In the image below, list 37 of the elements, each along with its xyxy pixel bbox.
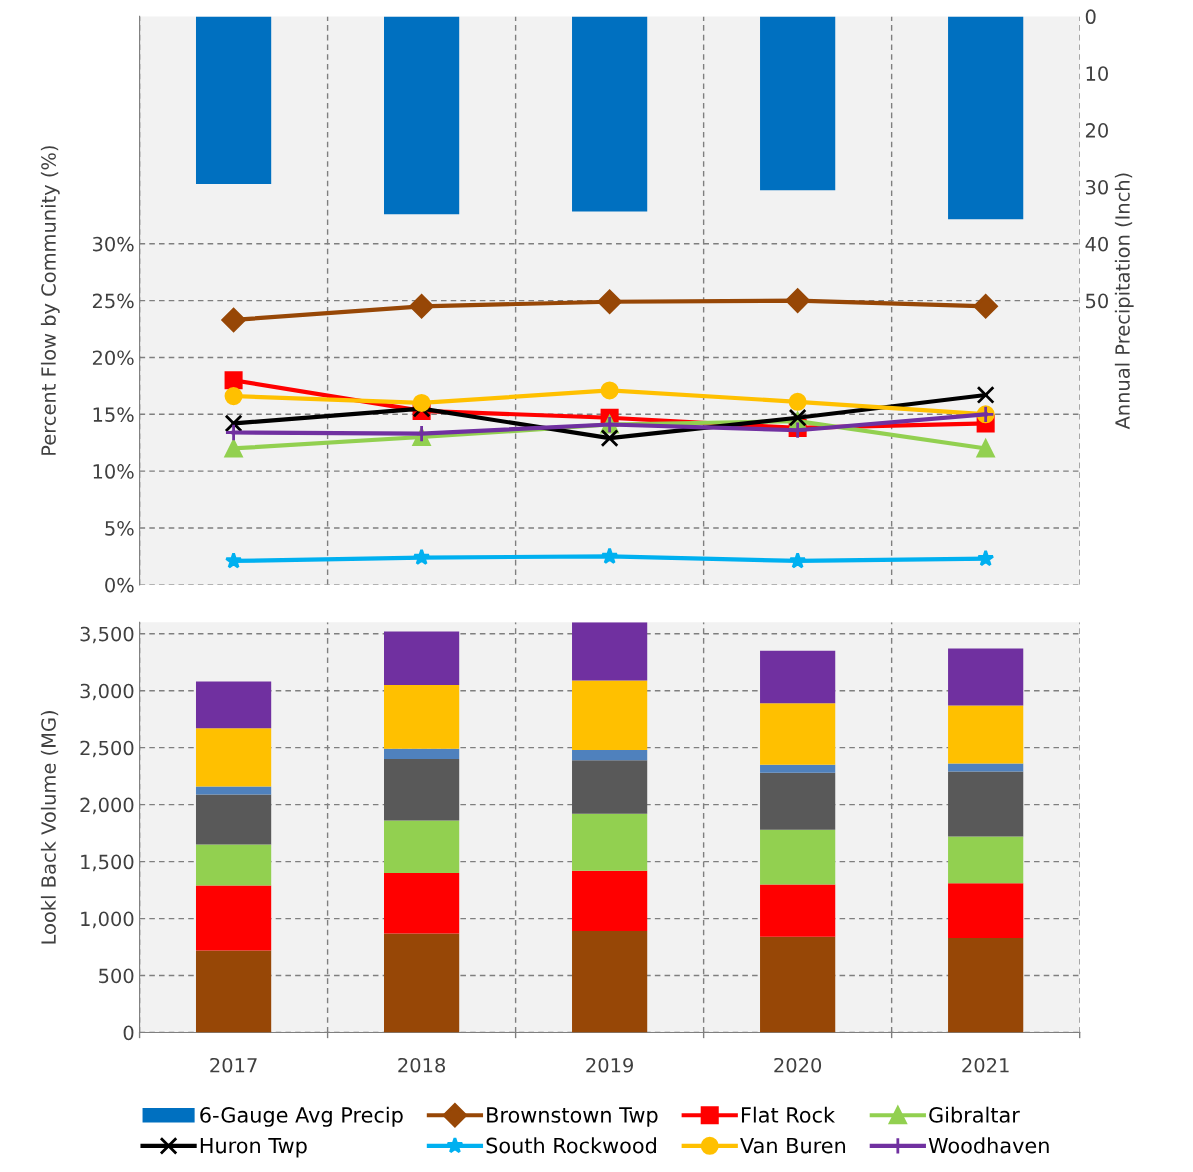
legend-label: 6-Gauge Avg Precip: [200, 1106, 403, 1127]
y2-axis-title: Annual Precipitation (Inch): [1114, 173, 1134, 430]
legend-label: Flat Rock: [741, 1106, 836, 1123]
x-tick-label: 2019: [586, 1057, 633, 1073]
legend-label: Van Buren: [740, 1137, 846, 1154]
legend-label: Brownstown Twp: [487, 1107, 658, 1127]
y-tick-label: 1,500: [81, 854, 134, 872]
y2-tick-label: 30: [1086, 179, 1108, 195]
y-tick-label: 25%: [92, 293, 134, 309]
y2-tick-label: 10: [1086, 66, 1108, 81]
y-tick-label: 30%: [92, 236, 134, 252]
y-tick-label: 10%: [93, 464, 134, 479]
x-tick-label: 2017: [210, 1057, 257, 1073]
y2-tick-label: 40: [1085, 236, 1108, 252]
y-tick-label: 0%: [105, 577, 134, 593]
y2-tick-label: 20: [1085, 123, 1108, 138]
y-tick-label: 3,000: [80, 683, 134, 701]
y-tick-label: 500: [99, 968, 134, 984]
legend-label: South Rockwood: [486, 1137, 656, 1154]
y-tick-label: 5%: [105, 520, 134, 536]
legend-label: Woodhaven: [928, 1137, 1049, 1154]
y-tick-label: 2,000: [80, 797, 134, 815]
y-axis-title: Lookl Back Volume (MG): [40, 711, 59, 944]
y-tick-label: 1,000: [81, 911, 134, 929]
x-tick-label: 2018: [398, 1057, 446, 1073]
x-tick-label: 2021: [962, 1057, 1009, 1073]
legend-label: Gibraltar: [929, 1106, 1020, 1123]
y2-tick-label: 50: [1086, 293, 1108, 309]
y-axis-title: Percent Flow by Community (%): [40, 146, 60, 455]
y-tick-label: 15%: [93, 407, 134, 422]
y2-tick-label: 0: [1085, 9, 1096, 25]
x-tick-label: 2020: [774, 1057, 822, 1073]
y-tick-label: 2,500: [80, 740, 134, 758]
y-tick-label: 3,500: [80, 626, 134, 644]
y-tick-label: 20%: [92, 350, 134, 366]
y-tick-label: 0: [123, 1025, 134, 1041]
legend-label: Huron Twp: [200, 1137, 307, 1158]
